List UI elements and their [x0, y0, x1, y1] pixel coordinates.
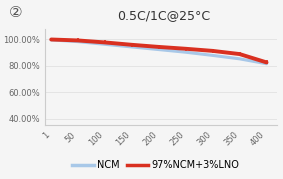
Text: 0.5C/1C@25°C: 0.5C/1C@25°C	[117, 9, 211, 22]
Text: ②: ②	[8, 5, 22, 20]
Legend: NCM, 97%NCM+3%LNO: NCM, 97%NCM+3%LNO	[68, 156, 243, 174]
